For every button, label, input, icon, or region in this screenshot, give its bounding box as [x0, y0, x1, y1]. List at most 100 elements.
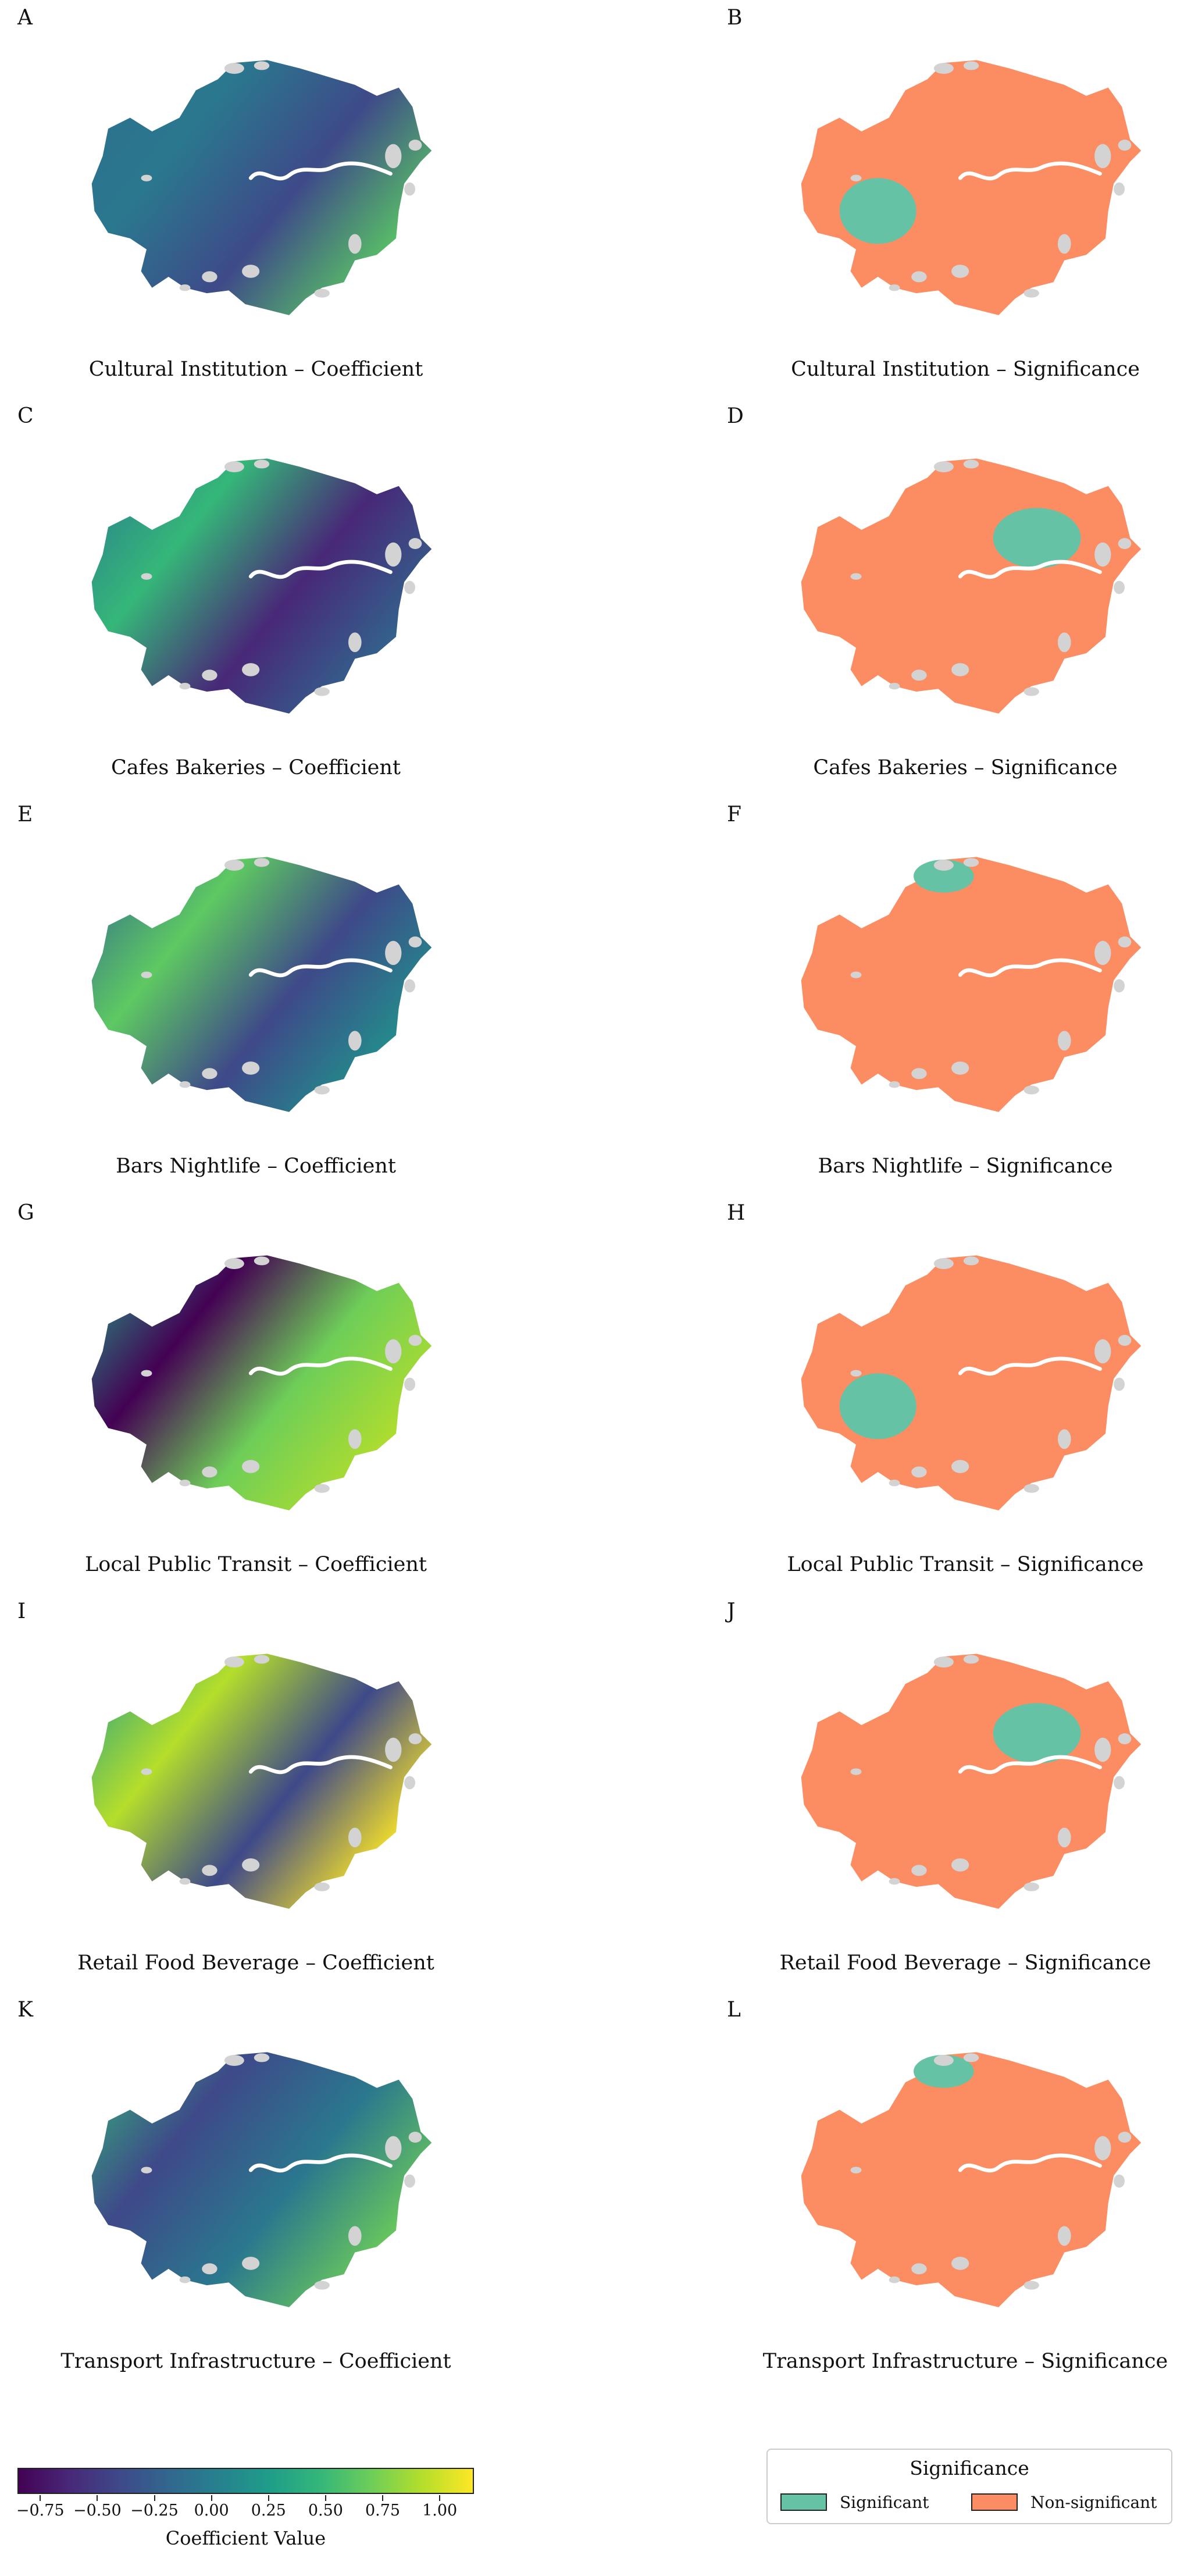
- no-data-patch: [1114, 1776, 1125, 1790]
- no-data-patch: [963, 2053, 979, 2062]
- no-data-patch: [408, 936, 422, 947]
- no-data-patch: [224, 2055, 244, 2066]
- no-data-patch: [404, 182, 415, 196]
- no-data-patch: [1057, 1429, 1071, 1449]
- legend-item-significant: Significant: [780, 2491, 929, 2514]
- no-data-patch: [202, 271, 217, 283]
- london-boundary: [801, 458, 1142, 714]
- no-data-patch: [1023, 687, 1039, 696]
- no-data-patch: [141, 1370, 152, 1377]
- panel-c: C Cafes Bakeries – Coefficient: [17, 404, 599, 800]
- no-data-patch: [1094, 1737, 1111, 1762]
- no-data-patch: [1094, 144, 1111, 169]
- no-data-patch: [254, 459, 270, 469]
- no-data-patch: [254, 1256, 270, 1266]
- no-data-patch: [314, 1085, 330, 1095]
- no-data-patch: [314, 687, 330, 696]
- no-data-patch: [141, 174, 152, 181]
- significance-map: [801, 857, 1142, 1112]
- no-data-patch: [224, 63, 244, 74]
- no-data-patch: [202, 669, 217, 681]
- panel-caption: Retail Food Beverage – Coefficient: [77, 1951, 434, 1975]
- no-data-patch: [1118, 2132, 1132, 2143]
- no-data-patch: [963, 61, 979, 70]
- panel-g: G Local Public Transit – Coefficient: [17, 1201, 599, 1597]
- no-data-patch: [254, 61, 270, 70]
- no-data-patch: [179, 284, 191, 291]
- colorbar-tick-label: 0.50: [308, 2502, 343, 2520]
- colorbar-tick-label: −0.25: [130, 2502, 179, 2520]
- no-data-patch: [404, 1776, 415, 1790]
- no-data-patch: [404, 2174, 415, 2188]
- london-boundary: [91, 458, 432, 714]
- no-data-patch: [314, 1484, 330, 1493]
- panel-h: H Local Public Transit – Significance: [727, 1201, 1184, 1597]
- panel-k: K Transport Infrastructure – Coefficient: [17, 1998, 599, 2393]
- no-data-patch: [1114, 1377, 1125, 1391]
- no-data-patch: [385, 144, 402, 169]
- no-data-patch: [850, 971, 862, 978]
- panel-letter: I: [17, 1599, 26, 1623]
- no-data-patch: [850, 1768, 862, 1775]
- no-data-patch: [348, 632, 362, 653]
- no-data-patch: [348, 234, 362, 254]
- coefficient-map: [91, 2052, 432, 2307]
- london-boundary: [801, 857, 1142, 1112]
- no-data-patch: [1057, 234, 1071, 254]
- panel-a: A Cultural Institution – Coefficient: [17, 6, 599, 401]
- panel-letter: E: [17, 803, 33, 826]
- no-data-patch: [933, 1656, 954, 1668]
- no-data-patch: [1094, 2136, 1111, 2161]
- no-data-patch: [242, 265, 260, 278]
- no-data-patch: [254, 858, 270, 867]
- coefficient-map: [91, 60, 432, 315]
- no-data-patch: [1118, 936, 1132, 947]
- panel-caption: Cafes Bakeries – Significance: [813, 756, 1118, 779]
- legend-label-significant: Significant: [840, 2492, 929, 2512]
- no-data-patch: [385, 2136, 402, 2161]
- no-data-patch: [254, 2053, 270, 2062]
- panel-letter: C: [17, 404, 34, 428]
- river-thames: [958, 1356, 1102, 1376]
- panel-letter: G: [17, 1201, 34, 1225]
- no-data-patch: [951, 265, 969, 278]
- legend-item-non-significant: Non-significant: [971, 2491, 1157, 2514]
- panel-caption: Bars Nightlife – Significance: [818, 1155, 1113, 1178]
- no-data-patch: [408, 1733, 422, 1744]
- significant-region: [839, 178, 916, 244]
- no-data-patch: [408, 2132, 422, 2143]
- no-data-patch: [1118, 140, 1132, 151]
- panel-j: J Retail Food Beverage – Significance: [727, 1599, 1184, 1995]
- significant-region: [993, 508, 1081, 568]
- river-thames: [248, 1755, 393, 1775]
- significant-region: [993, 1703, 1081, 1763]
- london-boundary: [91, 857, 432, 1112]
- panel-caption: Transport Infrastructure – Significance: [762, 2350, 1168, 2373]
- no-data-patch: [933, 860, 954, 871]
- no-data-patch: [1114, 580, 1125, 594]
- panel-letter: D: [727, 404, 744, 428]
- no-data-patch: [242, 1061, 260, 1075]
- significance-map: [801, 2052, 1142, 2307]
- panel-caption: Cultural Institution – Coefficient: [88, 358, 423, 381]
- no-data-patch: [1023, 288, 1039, 298]
- legend-label-non-significant: Non-significant: [1030, 2492, 1157, 2512]
- colorbar-tick-mark: [211, 2495, 212, 2501]
- panel-e: E Bars Nightlife – Coefficient: [17, 803, 599, 1198]
- panel-caption: Transport Infrastructure – Coefficient: [60, 2350, 451, 2373]
- no-data-patch: [850, 1370, 862, 1377]
- panel-caption: Local Public Transit – Significance: [787, 1553, 1144, 1576]
- coefficient-map: [91, 1654, 432, 1909]
- colorbar-tick-mark: [382, 2495, 383, 2501]
- figure-panels: A Cultural Institution – Coefficient B Cult…: [17, 6, 1184, 2393]
- colorbar-title: Coefficient Value: [165, 2527, 326, 2549]
- no-data-patch: [385, 1737, 402, 1762]
- significance-legend-title: Significance: [910, 2457, 1029, 2479]
- no-data-patch: [1094, 1339, 1111, 1364]
- river-thames: [248, 1356, 393, 1376]
- no-data-patch: [242, 663, 260, 676]
- no-data-patch: [408, 140, 422, 151]
- no-data-patch: [202, 2263, 217, 2275]
- significance-map: [801, 1654, 1142, 1909]
- no-data-patch: [224, 1656, 244, 1668]
